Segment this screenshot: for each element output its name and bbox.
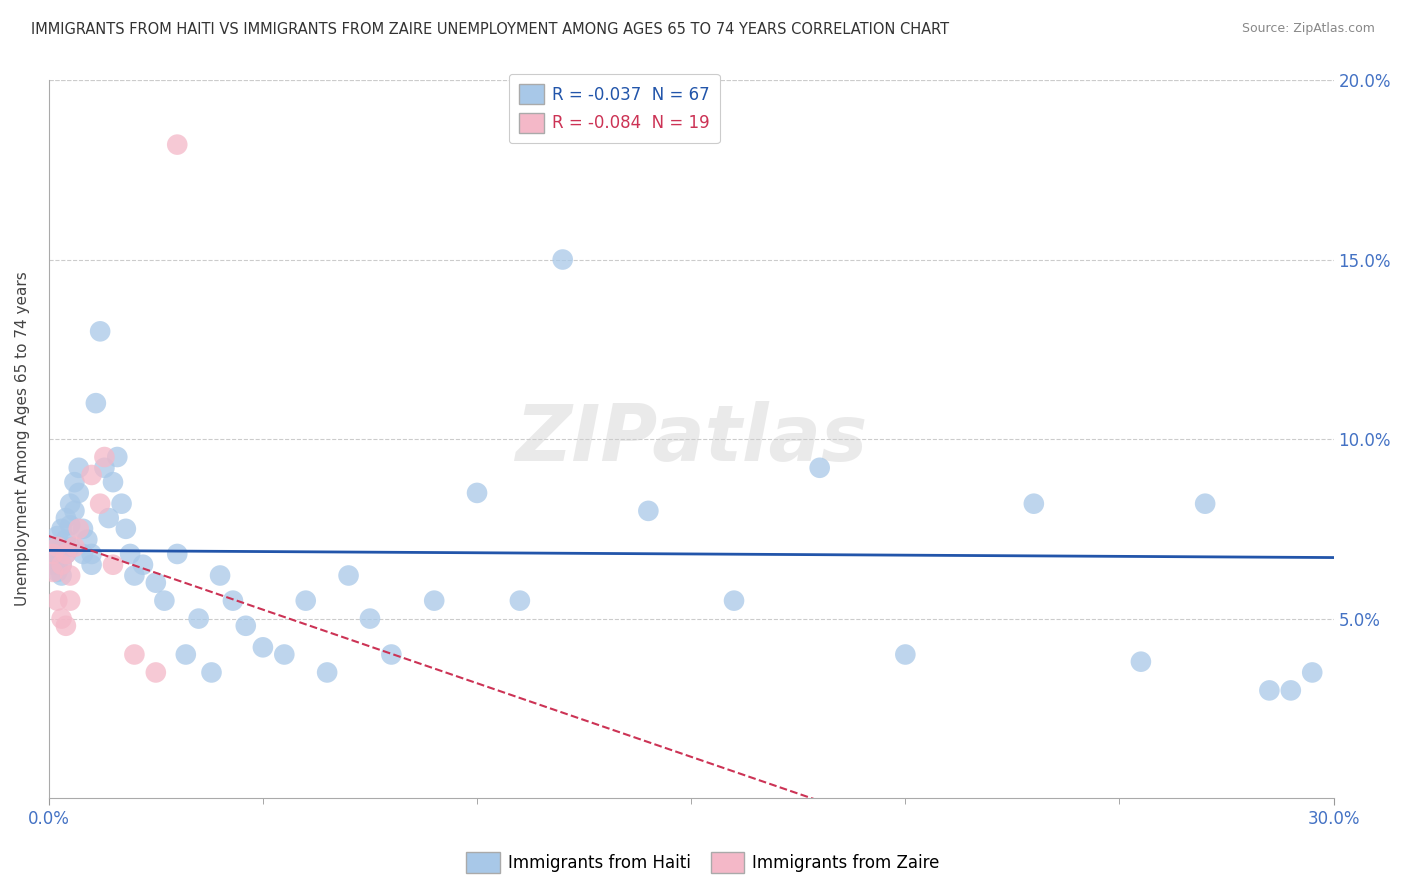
Point: [63, 540, 86, 554]
Point: [359, 611, 381, 625]
Point: [637, 504, 659, 518]
Point: [51, 558, 73, 572]
Point: [115, 522, 138, 536]
Point: [42, 547, 65, 561]
Point: [46, 547, 69, 561]
Point: [59, 593, 82, 607]
Point: [509, 593, 531, 607]
Point: [97, 511, 120, 525]
Point: [80, 547, 103, 561]
Point: [93, 460, 115, 475]
Point: [145, 575, 167, 590]
Point: [63, 475, 86, 490]
Point: [1279, 683, 1302, 698]
Point: [145, 665, 167, 680]
Point: [723, 593, 745, 607]
Point: [187, 611, 209, 625]
Point: [166, 547, 188, 561]
Point: [51, 540, 73, 554]
Point: [174, 648, 197, 662]
Point: [55, 533, 77, 547]
Text: Source: ZipAtlas.com: Source: ZipAtlas.com: [1241, 22, 1375, 36]
Point: [63, 504, 86, 518]
Point: [252, 640, 274, 655]
Point: [124, 568, 146, 582]
Point: [46, 529, 69, 543]
Point: [294, 593, 316, 607]
Point: [55, 511, 77, 525]
Point: [273, 648, 295, 662]
Text: IMMIGRANTS FROM HAITI VS IMMIGRANTS FROM ZAIRE UNEMPLOYMENT AMONG AGES 65 TO 74 : IMMIGRANTS FROM HAITI VS IMMIGRANTS FROM…: [31, 22, 949, 37]
Point: [235, 619, 257, 633]
Point: [46, 565, 69, 579]
Point: [51, 611, 73, 625]
Point: [42, 540, 65, 554]
Point: [59, 497, 82, 511]
Point: [59, 518, 82, 533]
Point: [1022, 497, 1045, 511]
Point: [42, 547, 65, 561]
Point: [380, 648, 402, 662]
Legend: Immigrants from Haiti, Immigrants from Zaire: Immigrants from Haiti, Immigrants from Z…: [460, 846, 946, 880]
Point: [120, 547, 142, 561]
Point: [42, 558, 65, 572]
Point: [51, 568, 73, 582]
Point: [808, 460, 831, 475]
Point: [166, 137, 188, 152]
Point: [55, 619, 77, 633]
Point: [46, 540, 69, 554]
Point: [59, 540, 82, 554]
Point: [1301, 665, 1323, 680]
Point: [93, 450, 115, 464]
Point: [894, 648, 917, 662]
Point: [76, 533, 98, 547]
Point: [132, 558, 155, 572]
Point: [551, 252, 574, 267]
Point: [89, 324, 111, 338]
Point: [59, 568, 82, 582]
Point: [423, 593, 446, 607]
Point: [51, 522, 73, 536]
Point: [209, 568, 232, 582]
Point: [105, 450, 128, 464]
Point: [200, 665, 222, 680]
Point: [101, 475, 124, 490]
Legend: R = -0.037  N = 67, R = -0.084  N = 19: R = -0.037 N = 67, R = -0.084 N = 19: [509, 74, 720, 143]
Point: [46, 593, 69, 607]
Point: [80, 467, 103, 482]
Point: [1258, 683, 1281, 698]
Text: ZIPatlas: ZIPatlas: [515, 401, 868, 477]
Point: [51, 558, 73, 572]
Point: [67, 522, 90, 536]
Point: [1129, 655, 1152, 669]
Point: [89, 497, 111, 511]
Point: [1194, 497, 1216, 511]
Point: [80, 558, 103, 572]
Point: [110, 497, 132, 511]
Point: [72, 547, 94, 561]
Point: [67, 460, 90, 475]
Point: [84, 396, 107, 410]
Point: [222, 593, 245, 607]
Point: [101, 558, 124, 572]
Point: [153, 593, 176, 607]
Point: [55, 547, 77, 561]
Point: [67, 486, 90, 500]
Point: [124, 648, 146, 662]
Y-axis label: Unemployment Among Ages 65 to 74 years: Unemployment Among Ages 65 to 74 years: [15, 272, 30, 607]
Point: [316, 665, 339, 680]
Point: [42, 565, 65, 579]
Point: [337, 568, 360, 582]
Point: [72, 522, 94, 536]
Point: [465, 486, 488, 500]
Point: [55, 547, 77, 561]
Point: [46, 558, 69, 572]
